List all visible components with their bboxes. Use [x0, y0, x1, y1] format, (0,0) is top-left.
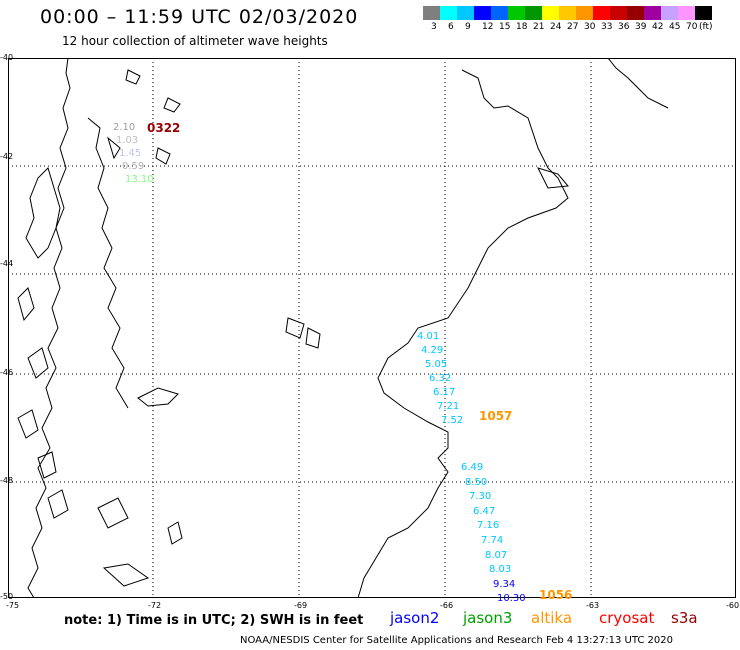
legend-label: 12	[482, 22, 494, 32]
wave-height-value: 4.01	[417, 331, 440, 342]
satellite-name: s3a	[671, 609, 698, 627]
legend-label: 33	[601, 22, 613, 32]
wave-height-value: 6.47	[473, 505, 496, 517]
track-time-label: 0322	[147, 121, 181, 135]
legend-label: 18	[516, 22, 528, 32]
x-tick-label: -66	[440, 601, 454, 610]
legend-swatch	[661, 6, 678, 20]
legend-swatch	[593, 6, 610, 20]
legend-swatch	[542, 6, 559, 20]
wave-height-value: 1.45	[119, 148, 142, 159]
wave-height-value: 1.03	[116, 135, 139, 146]
y-tick-label: -40	[0, 53, 14, 62]
coastline-chile	[17, 58, 183, 598]
legend-label: 42	[652, 22, 664, 32]
wave-height-value: 6.49	[461, 462, 484, 473]
y-tick-label: -42	[0, 152, 14, 161]
legend-swatch	[610, 6, 627, 20]
legend-label: 3	[431, 22, 437, 32]
wave-height-value: 7.74	[481, 535, 504, 546]
graticule	[8, 58, 736, 598]
legend-swatch	[678, 6, 695, 20]
legend-swatch	[695, 6, 712, 20]
credit-line: NOAA/NESDIS Center for Satellite Applica…	[240, 635, 673, 646]
legend-swatch	[644, 6, 661, 20]
wave-height-value: 8.07	[485, 549, 508, 561]
wave-height-value: 10.30	[497, 593, 526, 605]
legend-label: 15	[499, 22, 511, 32]
legend-label: (ft)	[699, 22, 713, 32]
track-time-label: 1056	[539, 588, 573, 602]
legend-label: 36	[618, 22, 630, 32]
coastline-argentina	[285, 58, 669, 598]
wave-height-value: 7.52	[441, 415, 464, 426]
wave-height-value: 13.10	[125, 174, 154, 185]
x-tick-label: -72	[148, 601, 162, 610]
legend-label: 21	[533, 22, 545, 32]
x-tick-label: -60	[726, 601, 740, 610]
legend-label: 27	[567, 22, 579, 32]
legend-label: 70	[686, 22, 698, 32]
legend-swatch	[525, 6, 542, 20]
wave-height-value: 7.30	[469, 491, 492, 503]
legend-label: 6	[448, 22, 454, 32]
legend-swatch	[491, 6, 508, 20]
legend-label: 45	[669, 22, 681, 32]
map-canvas	[8, 58, 736, 598]
legend-swatch	[440, 6, 457, 20]
y-tick-label: -46	[0, 368, 14, 377]
wave-height-value: 7.21	[437, 401, 460, 412]
wave-height-value: 2.10	[113, 122, 136, 133]
color-legend	[423, 6, 712, 20]
y-tick-label: -44	[0, 259, 14, 268]
wave-height-value: 6.17	[433, 387, 456, 398]
satellite-name: cryosat	[599, 609, 655, 627]
wave-height-value: 8.03	[489, 564, 512, 576]
track-time-label: 1057	[479, 409, 513, 423]
legend-swatch	[457, 6, 474, 20]
satellite-name: jason2	[390, 609, 440, 627]
legend-label: 30	[584, 22, 596, 32]
legend-swatch	[559, 6, 576, 20]
footer-note: note: 1) Time is in UTC; 2) SWH is in fe…	[64, 613, 364, 628]
wave-height-value: 4.29	[421, 345, 444, 356]
x-tick-label: -75	[6, 601, 20, 610]
map-title: 00:00 – 11:59 UTC 02/03/2020	[40, 6, 359, 28]
wave-height-value: 9.34	[493, 578, 516, 590]
wave-height-value: 7.16	[477, 520, 500, 532]
map-subtitle: 12 hour collection of altimeter wave hei…	[62, 34, 328, 48]
legend-swatch	[508, 6, 525, 20]
wave-height-value: 0.59	[122, 161, 145, 172]
satellite-name: altika	[531, 609, 573, 627]
y-tick-label: -50	[0, 592, 14, 601]
x-tick-label: -69	[294, 601, 308, 610]
legend-swatch	[627, 6, 644, 20]
legend-swatch	[576, 6, 593, 20]
y-tick-label: -48	[0, 476, 14, 485]
x-tick-label: -63	[586, 601, 600, 610]
map-border	[8, 58, 736, 598]
legend-label: 9	[465, 22, 471, 32]
legend-swatch	[423, 6, 440, 20]
satellite-name: jason3	[463, 609, 513, 627]
wave-height-value: 5.05	[425, 359, 448, 370]
legend-label: 39	[635, 22, 647, 32]
legend-label: 24	[550, 22, 562, 32]
wave-height-value: 6.32	[429, 373, 452, 384]
legend-swatch	[474, 6, 491, 20]
wave-height-value: 8.50	[465, 476, 488, 488]
